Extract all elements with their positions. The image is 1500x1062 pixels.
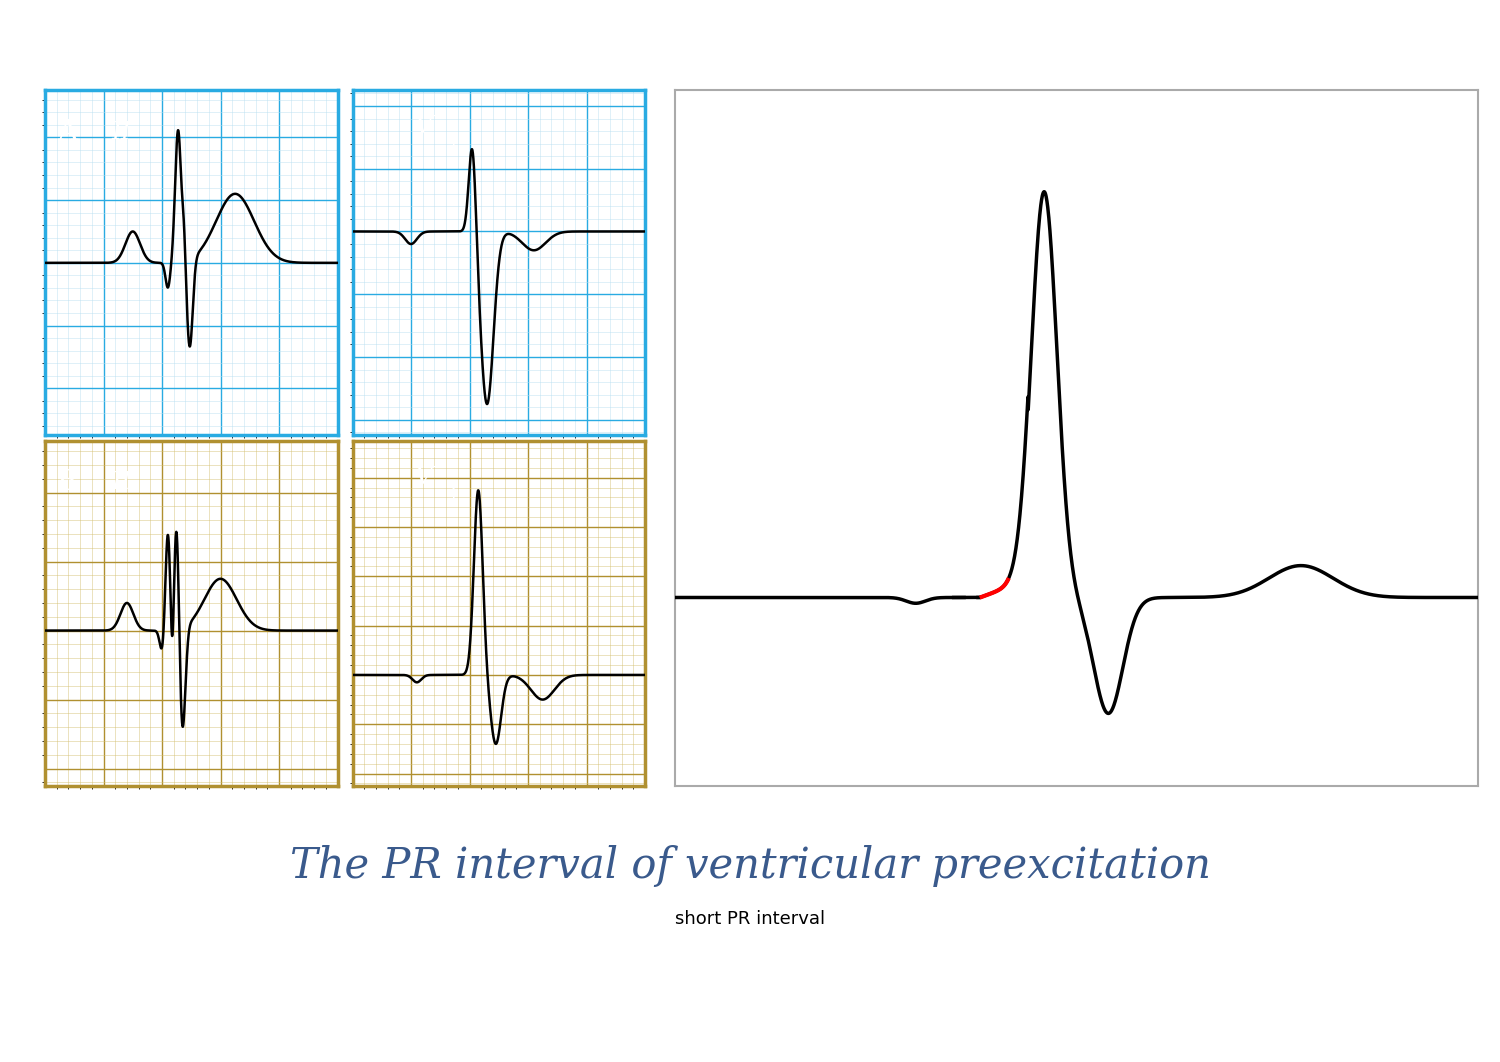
Text: 1: 1 [448, 138, 458, 152]
Text: The PR interval of ventricular preexcitation: The PR interval of ventricular preexcita… [290, 844, 1210, 887]
Text: B: B [57, 469, 78, 496]
Text: ck®: ck® [322, 999, 392, 1029]
Text: shutterst: shutterst [134, 999, 292, 1029]
Text: II: II [111, 120, 130, 143]
Text: II: II [111, 470, 130, 494]
Text: V: V [416, 115, 434, 138]
Text: A: A [57, 119, 76, 145]
Text: short PR interval: short PR interval [675, 910, 825, 927]
Text: V: V [416, 465, 434, 489]
Text: 1: 1 [448, 489, 458, 502]
Text: o: o [292, 999, 314, 1029]
